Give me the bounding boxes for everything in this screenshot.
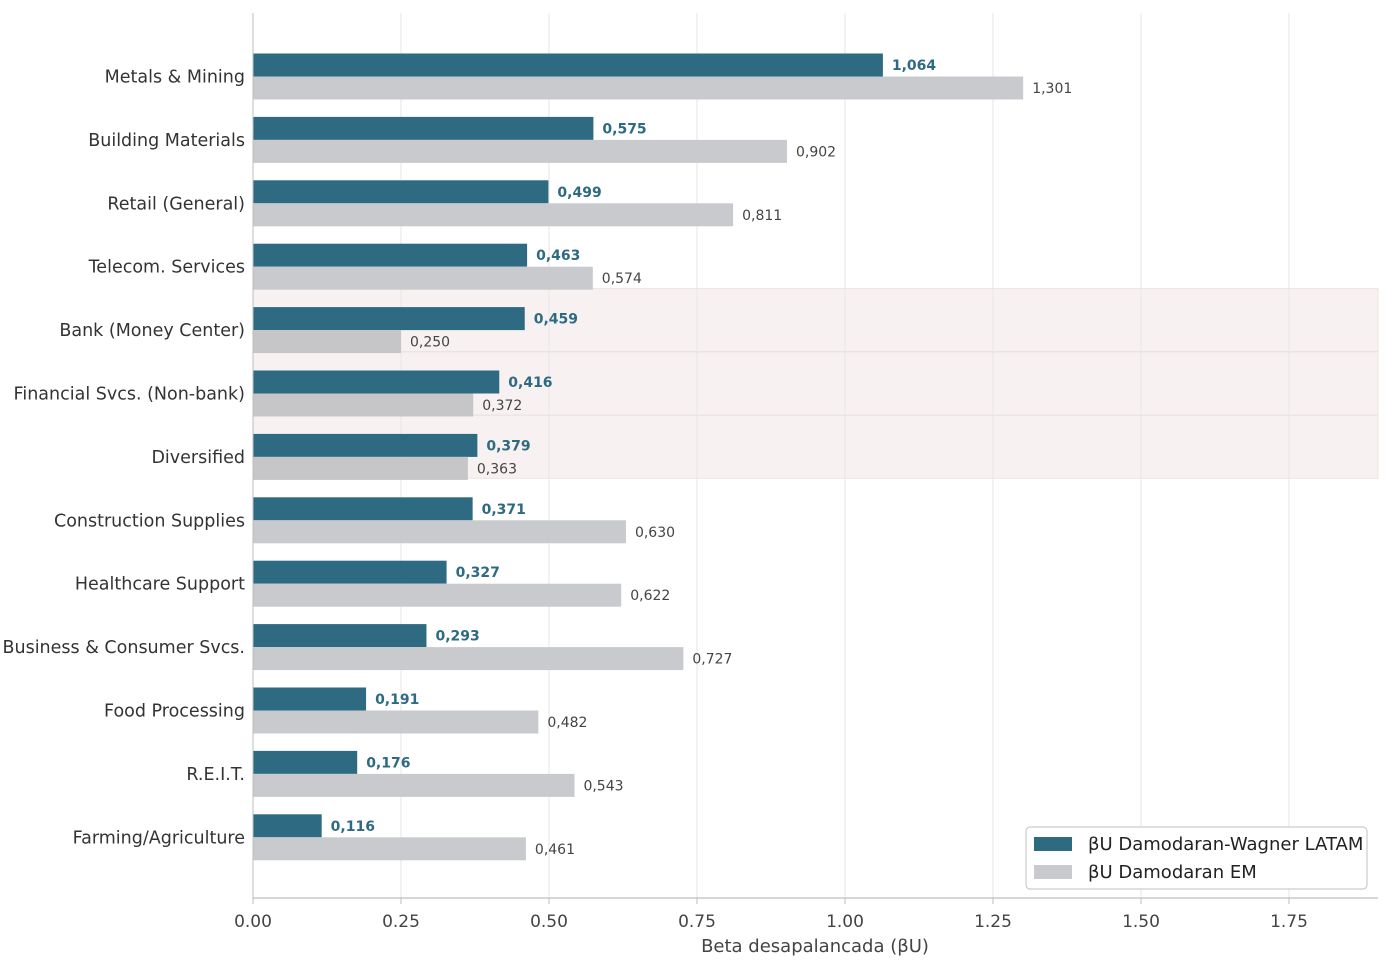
bar-latam [253,307,525,331]
legend-entry: βU Damodaran-Wagner LATAM [1088,834,1363,855]
data-label-latam: 0,327 [456,565,500,581]
bar-em [253,330,401,354]
category-label: Telecom. Services [88,258,245,278]
data-label-em: 0,630 [635,525,675,541]
bars [253,53,1024,861]
x-tick-label: 1.00 [826,912,864,932]
data-label-latam: 0,293 [435,629,479,645]
x-tick-label: 0.50 [530,912,568,932]
bar-em [253,456,468,480]
x-axis: 0.00 0.25 0.50 0.75 1.00 1.25 1.50 1.75 [234,13,1378,932]
category-label: Financial Svcs. (Non-bank) [14,385,245,405]
data-label-latam: 0,416 [508,375,552,391]
data-label-em: 0,461 [535,842,575,858]
bar-latam [253,814,322,838]
data-label-latam: 0,176 [366,755,410,771]
data-label-em: 0,372 [482,398,522,414]
bar-latam [253,560,447,584]
data-label-latam: 0,379 [486,438,530,454]
x-tick-label: 1.75 [1270,912,1308,932]
x-axis-label: Beta desapalancada (βU) [701,936,929,957]
data-label-em: 0,622 [630,588,670,604]
data-label-em: 0,543 [583,778,623,794]
x-tick-label: 1.25 [974,912,1012,932]
data-label-em: 0,902 [796,144,836,160]
bar-latam [253,116,594,140]
data-label-latam: 0,191 [375,692,419,708]
category-label: Farming/Agriculture [73,828,245,848]
category-label: Bank (Money Center) [59,321,245,341]
bar-em [253,76,1024,100]
legend-swatch [1034,865,1072,879]
category-label: Business & Consumer Svcs. [2,638,245,658]
x-tick-label: 0.25 [382,912,420,932]
category-label: Metals & Mining [105,68,245,88]
bar-latam [253,750,358,774]
bar-latam [253,687,367,711]
data-label-em: 0,574 [602,271,642,287]
legend: βU Damodaran-Wagner LATAM βU Damodaran EM [1025,826,1368,890]
bar-em [253,837,526,861]
bar-em [253,520,626,544]
bar-latam [253,180,549,204]
bar-em [253,393,474,417]
data-label-em: 0,250 [410,335,450,351]
data-label-em: 0,811 [742,208,782,224]
x-tick-label: 0.00 [234,912,272,932]
category-label: Construction Supplies [54,511,245,531]
x-tick-label: 1.50 [1122,912,1160,932]
bar-em [253,773,575,797]
data-labels: 1,064 1,301 0,575 0,902 0,499 0,811 0,463 0,574… [331,58,1073,858]
category-labels: Metals & Mining Building Materials Retail … [2,68,245,849]
x-tick-label: 0.75 [678,912,716,932]
data-label-em: 0,363 [477,461,517,477]
legend-entry: βU Damodaran EM [1088,862,1257,883]
category-label: Healthcare Support [75,575,245,595]
bar-em [253,710,539,734]
category-label: Food Processing [104,702,245,722]
bar-latam [253,497,473,521]
bar-latam [253,433,478,457]
data-label-latam: 0,459 [534,312,578,328]
legend-box [1025,826,1368,890]
data-label-latam: 0,463 [536,248,580,264]
data-label-em: 1,301 [1032,81,1072,97]
bar-latam [253,624,427,648]
bar-em [253,583,622,607]
category-label: Retail (General) [107,194,245,214]
data-label-em: 0,727 [692,652,732,668]
category-label: Building Materials [88,131,245,151]
bar-latam [253,53,883,77]
bar-latam [253,243,528,267]
category-label: R.E.I.T. [186,765,245,785]
data-label-latam: 0,575 [602,121,646,137]
legend-swatch [1034,837,1072,851]
data-label-latam: 0,116 [331,819,375,835]
data-label-latam: 0,371 [482,502,526,518]
category-label: Diversified [151,448,245,468]
bar-em [253,647,684,671]
bar-latam [253,370,500,394]
data-label-em: 0,482 [547,715,587,731]
bar-em [253,266,593,290]
data-label-latam: 0,499 [557,185,601,201]
bar-em [253,203,734,227]
data-label-latam: 1,064 [892,58,937,74]
bar-em [253,139,787,163]
